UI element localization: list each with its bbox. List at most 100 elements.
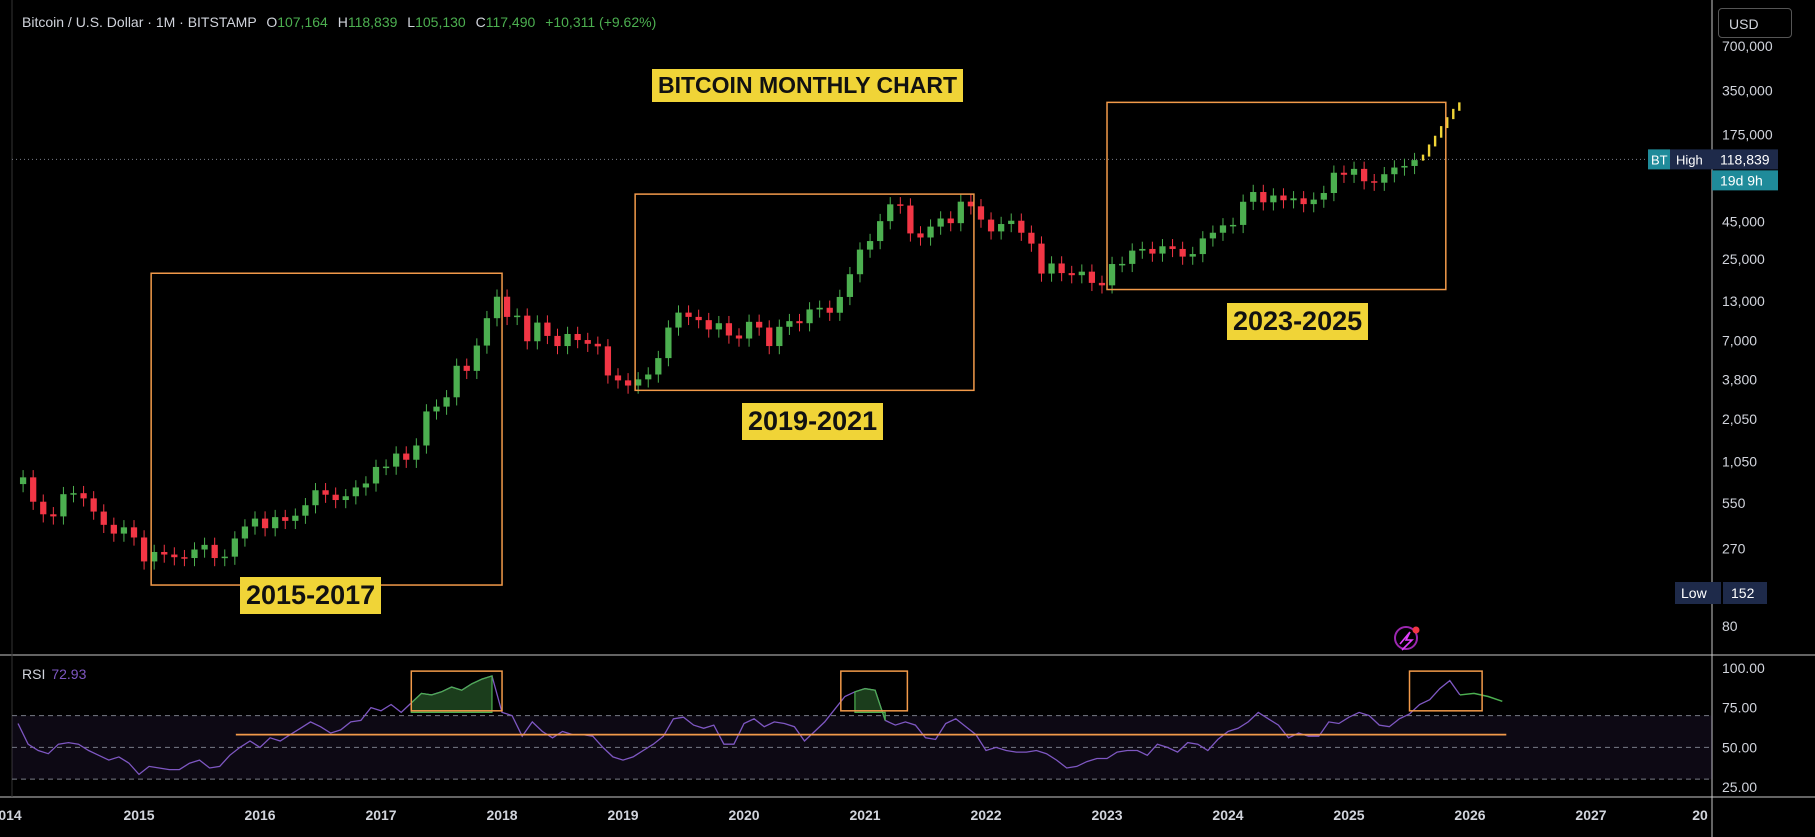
high-badge-value-bg [1712,149,1778,170]
candle-body [40,501,47,515]
lightning-icon [1399,631,1414,651]
candle-body [735,335,743,339]
candle-body [443,397,450,407]
projection-candle [1439,126,1443,138]
x-tick-label: 2022 [970,807,1001,823]
candle-body [967,201,975,207]
rsi-peak-2021 [854,687,886,721]
candle-body [382,466,390,469]
rsi-tick-label: 75.00 [1722,700,1757,716]
price-tick-label: 270 [1722,540,1746,556]
candle-body [1260,192,1267,203]
rsi-projection-line [1459,692,1503,703]
candle-body [1179,248,1186,257]
price-tick-label: 3,800 [1722,371,1757,387]
candle-body [937,218,944,227]
candle-body [816,307,823,310]
candle-body [423,411,430,446]
candle-body [1381,174,1388,183]
candle-body [413,445,420,460]
rsi-legend: RSI 72.93 [22,666,86,682]
candle-body [1411,160,1418,166]
candle-body [110,524,117,534]
candle-body [907,205,914,234]
currency-button[interactable]: USD [1718,8,1792,38]
price-tick-label: 175,000 [1722,127,1773,143]
candle-body [614,375,622,381]
low-badge-value: 152 [1731,585,1755,601]
candle-body [473,345,480,371]
symbol-name: Bitcoin / U.S. Dollar · 1M · BITSTAMP [22,14,257,30]
projection-candle [1446,117,1449,129]
candle-body [846,274,854,297]
candle-body [60,494,67,517]
low-badge-label-bg [1675,582,1721,604]
symbol-header: Bitcoin / U.S. Dollar · 1M · BITSTAMP O1… [22,14,656,30]
candle-body [261,518,269,529]
candle-body [786,321,793,327]
candle-body [292,515,299,521]
candle-body [19,477,27,485]
projection-candle [1421,154,1425,161]
candle-body [312,490,319,506]
candle-body [1290,198,1297,201]
candle-body [685,312,692,317]
candle-body [1250,192,1257,202]
candle-body [1058,263,1065,274]
x-tick-label: 20 [1692,807,1708,823]
x-tick-label: 2017 [365,807,396,823]
candle-body [332,494,339,501]
close-value: 117,490 [485,14,536,30]
candle-body [483,318,491,346]
candle-body [282,517,289,521]
candle-body [1119,263,1126,266]
candle-body [120,527,128,534]
countdown-badge: 19d 9h [1720,172,1763,188]
rsi-value: 72.93 [51,666,87,682]
high-label: H [337,14,348,30]
candle-body [231,538,238,557]
price-tick-label: 80 [1722,618,1738,634]
candle-body [90,498,97,512]
candle-body [70,493,77,495]
x-tick-label: 2015 [123,807,154,823]
candle-body [322,490,329,495]
candle-body [604,346,612,376]
cycle-box-2015-2017 [150,272,503,586]
price-tick-label: 7,000 [1722,332,1757,348]
projection-candle [1452,108,1455,120]
chart-title-label: BITCOIN MONTHLY CHART [652,69,963,102]
assistant-notification-dot [1412,626,1420,634]
price-tick-label: 25,000 [1722,251,1765,267]
candle-body [1018,220,1025,233]
candle-body [1098,282,1106,286]
candle-body [130,527,138,538]
rsi-tick-label: 100.00 [1722,660,1765,676]
price-tick-label: 2,050 [1722,411,1757,427]
candle-body [1320,193,1327,200]
candle-body [393,453,400,467]
high-badge-value: 118,839 [1720,151,1770,167]
candle-body [1219,225,1227,233]
candle-body [1048,263,1055,274]
candle-body [1149,248,1156,254]
candle-body [1340,172,1348,175]
x-tick-label: 2023 [1091,807,1122,823]
candle-body [957,201,964,224]
candle-body [524,315,531,342]
candle-body [635,379,642,386]
candle-body [181,557,188,559]
projection-candle [1433,135,1437,147]
candle-body [1209,232,1217,239]
open-value: 107,164 [277,14,328,30]
candle-body [453,365,460,398]
candle-body [705,320,712,330]
rsi-peak-box [1408,670,1483,712]
candle-body [171,554,178,558]
projection-candle [1427,144,1431,157]
candle-body [554,335,561,347]
candle-body [30,477,37,502]
candle-body [503,296,511,317]
candle-body [1361,168,1368,182]
